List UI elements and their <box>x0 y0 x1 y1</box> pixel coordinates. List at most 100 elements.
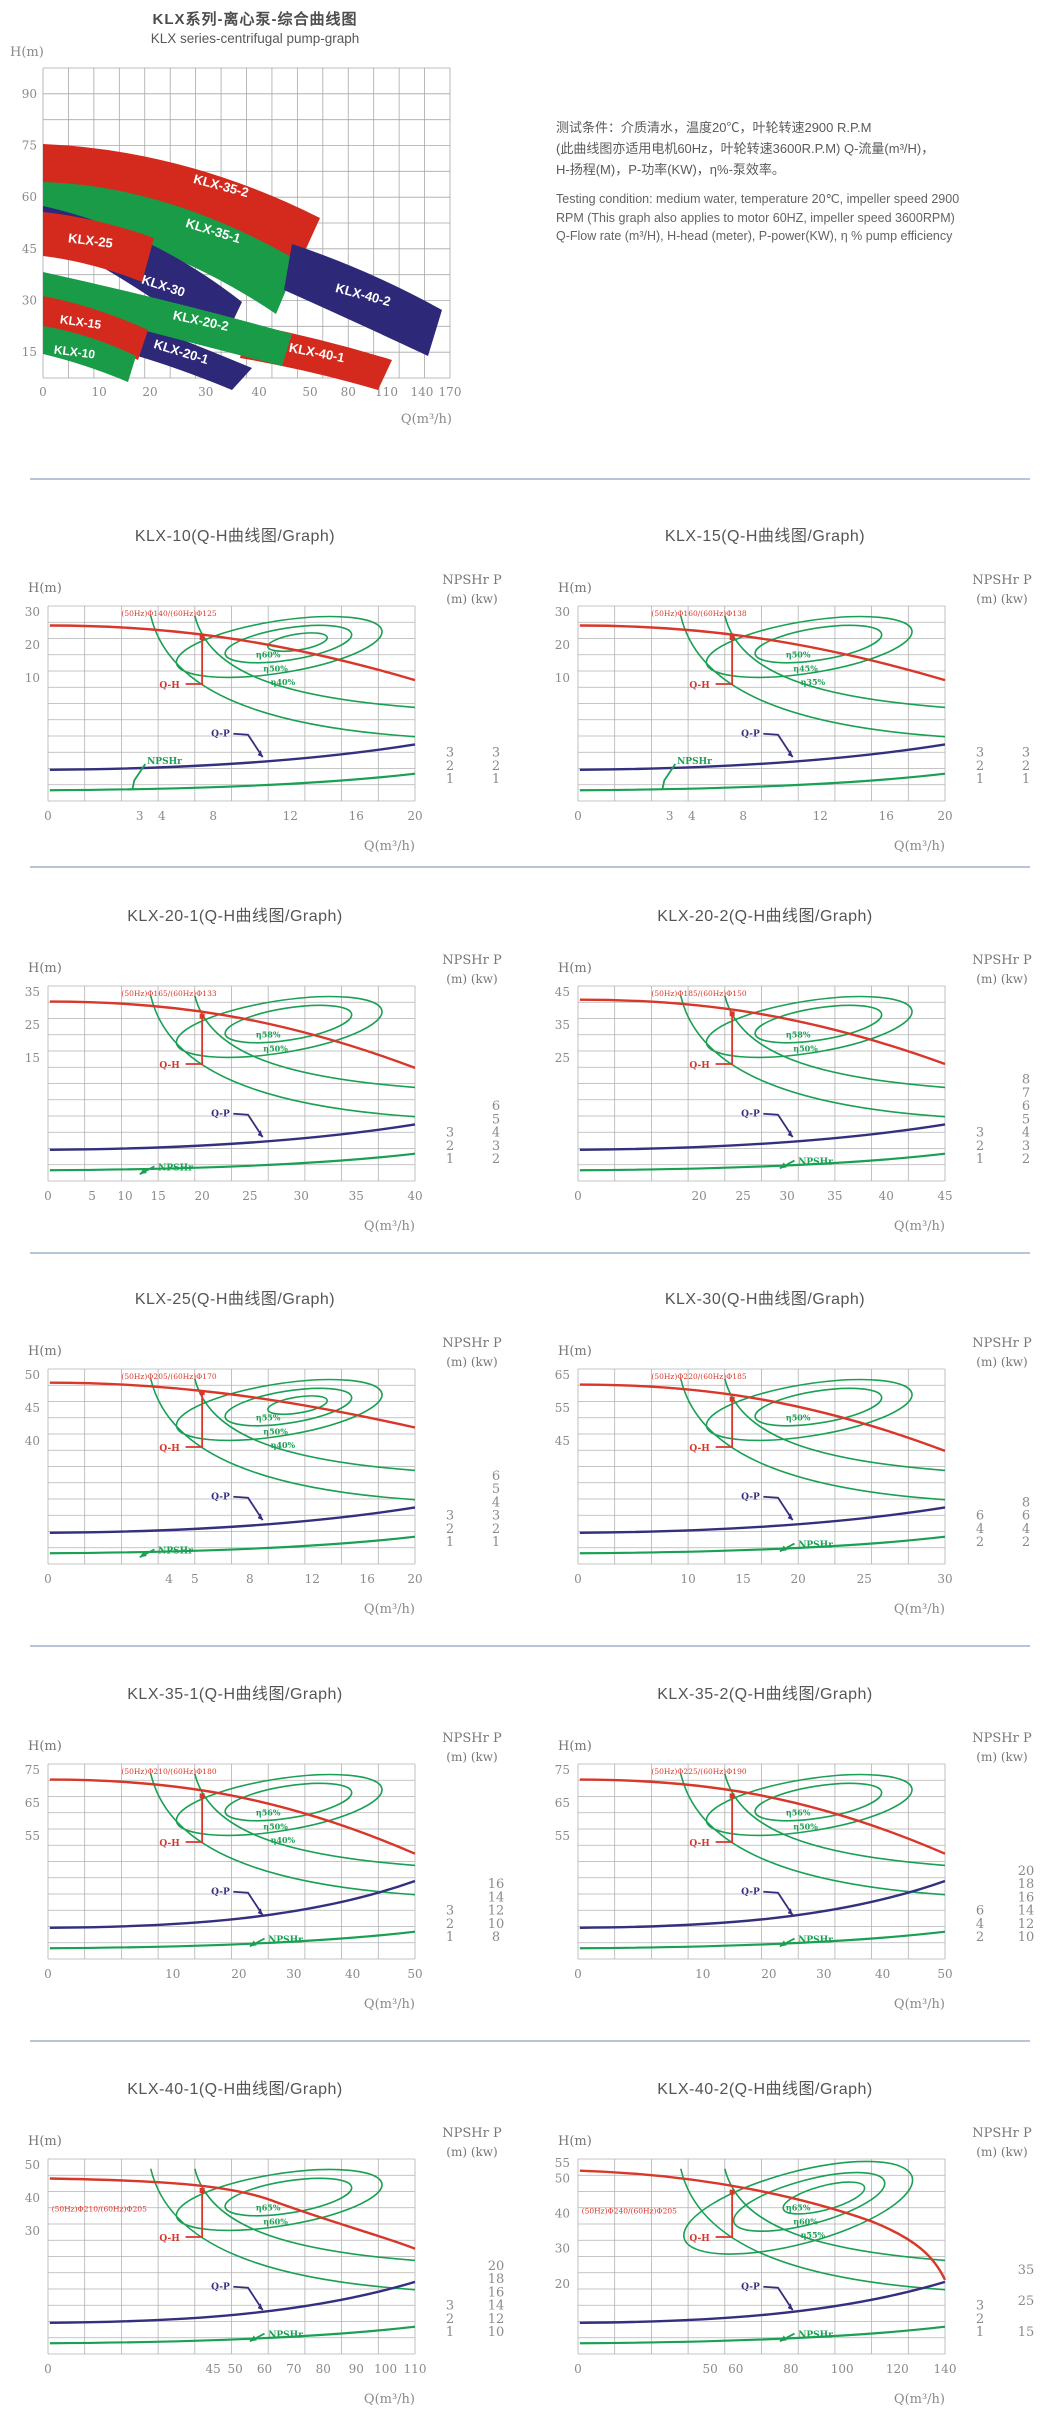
p-tick: 3 <box>1022 1139 1030 1154</box>
pump-chart-klx-20-2: H(m) 45 35 25 0 20 25 30 35 40 45 Q(m³/h) NPSHr P (m)… <box>530 938 1060 1238</box>
p-tick: 20 <box>1018 1864 1035 1879</box>
qp-label: Q-P <box>741 1493 760 1503</box>
pump-chart-title-klx-20-1: KLX-20-1(Q-H曲线图/Graph) <box>127 908 343 925</box>
x-tick: 12 <box>283 809 298 823</box>
npshr-annotation: NPSHr <box>139 1163 193 1175</box>
npshr-label: NPSHr <box>268 1936 303 1946</box>
p-tick: 5 <box>492 1112 500 1127</box>
p-tick: 8 <box>492 1930 500 1945</box>
section-divider <box>30 1645 1030 1647</box>
qp-label: Q-P <box>211 1110 230 1120</box>
grid <box>577 985 946 1182</box>
qh-label: Q-H <box>689 1839 710 1849</box>
efficiency-label: η55% <box>801 2230 826 2240</box>
qp-curve <box>579 1506 946 1534</box>
pump-chart-svg: H(m) 75 65 55 0 10 20 30 40 50 Q(m³/h) NPSHr P (m) (… <box>555 1731 1035 2012</box>
efficiency-arc <box>679 1773 946 1896</box>
right-axis-header: NPSHr P <box>442 573 502 588</box>
p-tick: 12 <box>488 1904 505 1919</box>
y-tick: 55 <box>25 1829 40 1843</box>
x-tick: 40 <box>879 1189 894 1203</box>
x-axis-label: Q(m³/h) <box>894 2392 945 2407</box>
x-axis-label: Q(m³/h) <box>364 1602 415 1617</box>
impeller-label: (50Hz)Φ240/(60Hz)Φ205 <box>582 2207 677 2216</box>
qh-marker: Q-H <box>159 2188 205 2244</box>
right-axis-units: (m) (kw) <box>446 972 497 986</box>
x-tick: 20 <box>231 1967 246 1981</box>
x-tick: 30 <box>286 1967 301 1981</box>
npshr-tick: 2 <box>976 1930 984 1945</box>
x-tick: 0 <box>44 2362 52 2376</box>
p-tick: 3 <box>492 1509 500 1524</box>
band-label: KLX-10 <box>53 343 96 362</box>
qp-annotation: Q-P <box>211 1888 264 1916</box>
impeller-label: (50Hz)Φ185/(60Hz)Φ150 <box>651 989 746 998</box>
qp-annotation: Q-P <box>741 1888 794 1916</box>
x-tick: 50 <box>407 1967 422 1981</box>
x-tick: 45 <box>206 2362 221 2376</box>
main-x-tick: 80 <box>341 385 356 399</box>
right-axis-units: (m) (kw) <box>976 2145 1027 2159</box>
x-tick: 50 <box>228 2362 243 2376</box>
y-axis-label: H(m) <box>558 581 592 596</box>
p-tick: 14 <box>488 1890 505 1905</box>
pump-chart-title-klx-35-1: KLX-35-1(Q-H曲线图/Graph) <box>127 1686 343 1703</box>
p-tick: 4 <box>1022 1522 1030 1537</box>
right-axis-units: (m) (kw) <box>446 1750 497 1764</box>
x-tick: 35 <box>349 1189 364 1203</box>
npshr-tick: 3 <box>446 1509 454 1524</box>
p-tick: 2 <box>492 1522 500 1537</box>
pump-chart-klx-15: H(m) 30 20 10 0 3 4 8 12 16 20 Q(m³/h) NPSHr P (m) (k… <box>530 558 1060 858</box>
p-tick: 2 <box>1022 759 1030 774</box>
qh-curve <box>49 624 416 682</box>
qh-marker: Q-H <box>159 635 205 691</box>
efficiency-label: η60% <box>263 2216 288 2226</box>
p-tick: 1 <box>492 772 500 787</box>
qh-label: Q-H <box>689 2234 710 2244</box>
x-tick: 12 <box>305 1572 320 1586</box>
grid <box>47 1763 416 1960</box>
qh-label: Q-H <box>689 1061 710 1071</box>
y-tick: 10 <box>25 671 40 685</box>
qp-curve <box>49 2280 416 2324</box>
efficiency-label: η65% <box>256 2203 281 2213</box>
qp-curve <box>49 1123 416 1151</box>
x-tick: 80 <box>316 2362 331 2376</box>
efficiency-label: η56% <box>786 1808 811 1818</box>
note-zh-line: (此曲线图亦适用电机60Hz，叶轮转速3600R.P.M) Q-流量(m³/H)… <box>556 140 935 156</box>
p-tick: 12 <box>1018 1917 1035 1932</box>
npshr-curve <box>49 1152 416 1172</box>
efficiency-arc <box>149 1773 416 1896</box>
pump-chart-title-klx-10: KLX-10(Q-H曲线图/Graph) <box>134 528 336 545</box>
efficiency-label: η40% <box>271 1440 296 1450</box>
npshr-curve <box>579 2325 946 2345</box>
npshr-label: NPSHr <box>798 1158 833 1168</box>
p-tick: 3 <box>492 746 500 761</box>
y-axis-label: H(m) <box>558 1344 592 1359</box>
efficiency-label: η35% <box>801 677 826 687</box>
npshr-label: NPSHr <box>677 757 712 767</box>
impeller-label: (50Hz)Φ160/(60Hz)Φ138 <box>651 609 746 618</box>
efficiency-ellipse <box>224 624 353 664</box>
qp-label: Q-P <box>741 1888 760 1898</box>
impeller-label: (50Hz)Φ165/(60Hz)Φ133 <box>121 989 216 998</box>
npshr-tick: 2 <box>446 2312 454 2327</box>
efficiency-arc <box>194 1378 416 1472</box>
y-tick: 40 <box>25 2191 40 2205</box>
main-y-axis-label: H(m) <box>10 45 44 60</box>
pump-chart-klx-30: H(m) 65 55 45 0 10 15 20 25 30 Q(m³/h) NPSHr P (m) (… <box>530 1321 1060 1621</box>
x-tick: 8 <box>209 809 217 823</box>
x-tick: 100 <box>374 2362 397 2376</box>
qh-curve <box>579 998 946 1066</box>
y-tick: 30 <box>25 2224 40 2238</box>
pump-chart-klx-25: H(m) 50 45 40 0 4 5 8 12 16 20 Q(m³/h) NPSHr P (m) (k… <box>0 1321 530 1621</box>
qp-curve <box>579 1879 946 1929</box>
p-tick: 4 <box>492 1495 500 1510</box>
pump-chart-klx-20-1: H(m) 35 25 15 0 5 10 15 20 25 30 35 40 Q(m³/h) NPSHr P… <box>0 938 530 1238</box>
efficiency-label: η40% <box>271 677 296 687</box>
x-tick: 0 <box>574 1572 582 1586</box>
y-axis-label: H(m) <box>558 961 592 976</box>
